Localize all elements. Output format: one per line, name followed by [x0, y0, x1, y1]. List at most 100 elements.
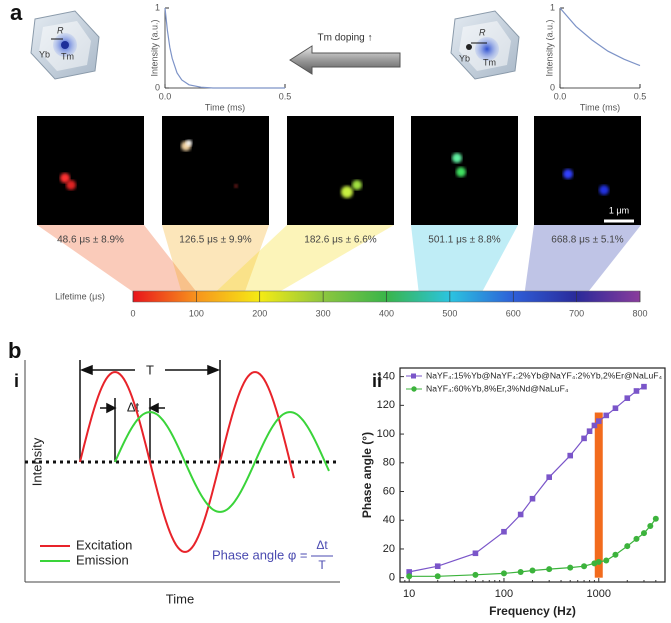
panel-label: a	[10, 0, 23, 25]
nanocrystal-icon: R Yb Tm	[30, 10, 100, 80]
data-point	[603, 557, 610, 564]
data-point	[406, 573, 413, 580]
lifetime-label: 126.5 μs ± 9.9%	[179, 235, 252, 246]
data-point	[652, 515, 659, 522]
data-point	[624, 543, 631, 550]
data-point	[633, 388, 640, 394]
lifetime-label: 182.6 μs ± 6.6%	[304, 235, 377, 246]
y-tick-label: 0	[550, 82, 555, 92]
data-point	[624, 395, 631, 401]
y-tick-label: 1	[550, 2, 555, 12]
emission-spot	[186, 140, 192, 146]
y-tick-label: 0	[155, 82, 160, 92]
data-point	[434, 573, 441, 580]
emission-spot	[66, 180, 76, 190]
nanocrystal-icon: R Yb Tm	[450, 10, 520, 80]
emission-spot	[452, 153, 462, 163]
legend-label: Emission	[76, 552, 129, 567]
data-line	[559, 7, 641, 67]
legend-marker	[411, 386, 417, 392]
lifetime-fan	[37, 225, 196, 291]
data-point	[591, 422, 598, 429]
emission-wave	[114, 411, 330, 513]
data-point	[586, 428, 593, 434]
x-tick-label: 0.0	[159, 91, 172, 101]
data-point	[647, 522, 654, 529]
lifetime-fan	[524, 225, 641, 291]
data-point	[529, 495, 536, 502]
colorbar-tick-label: 100	[189, 308, 204, 318]
phase-denominator: T	[318, 558, 326, 572]
colorbar-label: Lifetime (μs)	[55, 291, 105, 301]
colorbar-tick-label: 500	[442, 308, 457, 318]
icon-label: R	[57, 25, 64, 35]
y-tick-label: 20	[383, 543, 395, 555]
emission-spot	[563, 169, 573, 179]
lifetime-fan	[216, 225, 394, 291]
excitation-wave	[79, 371, 295, 553]
y-axis-label: Intensity (a.u.)	[544, 19, 554, 76]
data-point	[567, 564, 574, 571]
microscope-image	[37, 116, 144, 225]
icon-label: R	[479, 27, 486, 37]
y-tick-label: 140	[377, 371, 395, 383]
x-tick-label: 10	[403, 588, 415, 600]
data-point	[500, 570, 507, 577]
emission-spot	[352, 180, 362, 190]
data-point	[581, 435, 587, 442]
x-tick-label: 1000	[587, 588, 611, 600]
x-axis-label: Frequency (Hz)	[489, 604, 576, 618]
data-point	[612, 405, 619, 412]
emission-spot	[60, 173, 70, 183]
colorbar-tick-label: 800	[632, 308, 647, 318]
colorbar-tick-label: 200	[252, 308, 267, 318]
colorbar-tick-label: 700	[569, 308, 584, 318]
arrow	[289, 45, 401, 75]
data-point	[603, 412, 610, 419]
data-point	[633, 535, 640, 542]
data-point	[406, 569, 412, 575]
legend-label: NaYF₄:15%Yb@NaYF₄:2%Yb@NaYF₄:2%Yb,2%Er@N…	[426, 370, 663, 380]
period-label: T	[146, 362, 154, 377]
legend-label: Excitation	[76, 537, 132, 552]
y-tick-label: 60	[383, 485, 395, 497]
x-tick-label: 0.5	[279, 91, 292, 101]
data-point	[501, 528, 507, 535]
emission-spot	[599, 185, 609, 195]
y-axis-label: Intensity (a.u.)	[149, 19, 159, 76]
phase-label: Phase angle φ =	[212, 547, 308, 562]
y-tick-label: 0	[389, 572, 395, 584]
y-tick-label: 40	[383, 514, 395, 526]
data-point	[595, 418, 602, 424]
lifetime-label: 48.6 μs ± 8.9%	[57, 235, 124, 246]
data-point	[529, 567, 536, 574]
colorbar-tick-label: 400	[379, 308, 394, 318]
y-axis-label: Intensity	[29, 437, 44, 486]
y-tick-label: 1	[155, 2, 160, 12]
microscope-image	[534, 116, 641, 225]
x-axis-label: Time (ms)	[205, 102, 245, 112]
data-point	[595, 558, 602, 565]
arrow-label: Tm doping ↑	[317, 33, 372, 44]
data-line	[164, 7, 285, 89]
lifetime-fan	[411, 225, 518, 291]
data-point	[472, 550, 479, 557]
x-axis-label: Time	[166, 591, 194, 606]
x-axis-label: Time (ms)	[580, 102, 620, 112]
y-tick-label: 100	[377, 428, 395, 440]
lifetime-label: 501.1 μs ± 8.8%	[428, 235, 501, 246]
data-point	[567, 452, 574, 459]
icon-label: Tm	[483, 57, 496, 67]
icon-label: Yb	[39, 49, 50, 59]
emission-spot	[456, 167, 466, 177]
legend-marker	[411, 373, 416, 379]
phase-numerator: Δt	[316, 538, 328, 552]
emission-spot	[341, 186, 353, 198]
data-point	[434, 563, 441, 570]
y-axis-label: Phase angle (°)	[360, 432, 374, 518]
x-tick-label: 100	[495, 588, 513, 600]
data-point	[581, 563, 588, 570]
data-point	[472, 571, 479, 578]
highlight-bar	[594, 412, 603, 578]
